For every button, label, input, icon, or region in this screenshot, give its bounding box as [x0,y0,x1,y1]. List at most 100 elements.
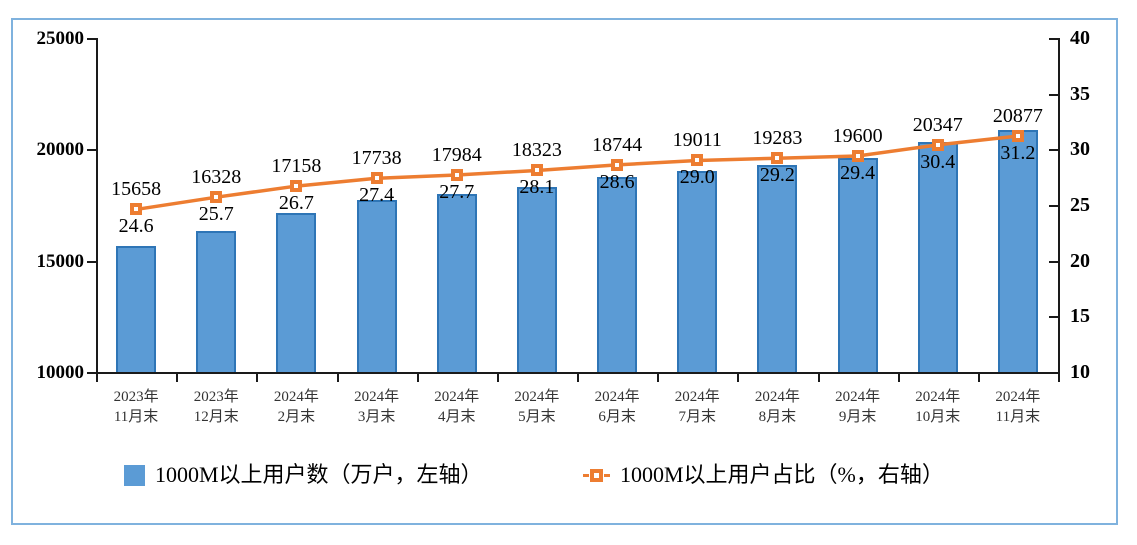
line-marker-point [290,180,303,193]
bar-value-label: 19600 [832,125,883,147]
x-axis-category-label: 2024年 [674,389,720,405]
bar [677,171,718,372]
bar [997,129,1038,372]
bar-value-label: 17984 [431,143,482,166]
x-axis-tick [737,372,740,382]
line-marker-inner [134,207,139,212]
left-axis-tick-label: 25000 [36,28,85,49]
right-axis-tick [1049,205,1058,207]
bar [516,186,557,372]
line-marker-inner [615,162,620,167]
legend-item-line-series: 1000M以上用户占比（%，右轴） [583,462,944,488]
x-axis-category-label: 2024年 [434,389,480,405]
line-marker-point [370,172,383,185]
bar-value-label: 19283 [752,127,803,150]
line-marker-inner [855,154,860,158]
x-axis-tick [977,372,980,382]
line-value-label: 30.4 [920,150,956,173]
x-axis-category-label: 4月末 [437,409,476,425]
x-axis-tick [496,372,499,382]
right-axis-tick-label: 10 [1070,361,1090,383]
line-marker-inner [935,142,940,147]
line-value-label: 29.0 [679,166,715,189]
x-axis-tick [897,372,900,382]
line-marker-point [530,164,543,177]
left-axis-tick [87,149,96,152]
line-marker-inner [1015,133,1020,138]
bar [757,165,798,372]
bar-value-label: 20347 [912,113,963,136]
bar-value-label: 16328 [191,166,242,189]
legend-item-bar-series: 1000M以上用户数（万户，左轴） [124,462,483,488]
bar [116,246,157,372]
bar-value-label: 17738 [351,147,402,170]
x-axis-category-label: 11月末 [113,409,159,425]
x-axis-category-label: 2024年 [754,389,800,405]
x-axis-category-label: 2024年 [835,389,881,405]
bar [276,212,317,372]
bar [597,177,638,372]
x-axis-category-label: 2024年 [514,389,560,405]
line-marker-point [210,191,223,204]
left-axis-tick [87,372,96,374]
line-marker-inner [294,184,299,189]
legend-line-square [590,468,603,482]
line-marker-point [130,203,143,216]
line-value-label: 28.1 [519,176,555,199]
right-axis-tick-label: 25 [1070,194,1090,216]
line-marker-inner [454,172,459,177]
line-value-label: 29.4 [840,162,876,184]
x-axis-category-label: 2024年 [273,389,319,405]
legend-line-dash [604,473,610,477]
line-marker-inner [775,156,780,161]
right-axis-tick [1049,38,1058,40]
left-axis-tick [87,260,96,263]
legend-line-square-inner [594,472,599,478]
x-axis-category-label: 8月末 [758,409,797,425]
x-axis-category-label: 5月末 [518,409,556,425]
line-value-label: 27.7 [439,180,475,203]
right-axis-tick [1049,372,1058,374]
legend-label-line-series: 1000M以上用户占比（%，右轴） [620,462,944,487]
line-marker-point [931,138,944,151]
line-marker-point [771,152,784,165]
line-value-label: 29.2 [759,164,795,187]
x-axis-tick [1058,372,1060,382]
x-axis-category-label: 2024年 [594,389,640,405]
x-axis-tick [817,372,820,382]
bar-value-label: 18744 [592,133,643,156]
x-axis-category-label: 11月末 [995,409,1041,425]
bar [436,194,477,372]
line-value-label: 25.7 [198,203,234,226]
left-axis-tick-label: 10000 [36,362,85,383]
line-marker-inner [214,195,219,200]
right-axis-line [1058,38,1060,374]
right-axis-tick-label: 35 [1070,82,1090,105]
x-axis-category-label: 2024年 [915,389,961,405]
x-axis-tick [657,372,660,382]
x-axis-tick [256,372,259,382]
right-axis-tick-label: 40 [1070,27,1090,49]
x-axis-category-label: 6月末 [598,409,636,425]
left-axis-tick-label: 15000 [36,250,85,272]
left-axis-tick [87,38,96,40]
x-axis-category-label: 2023年 [193,389,239,405]
bar-value-label: 18323 [511,139,562,162]
left-axis-tick-label: 20000 [36,139,85,161]
left-axis-line [96,38,98,374]
right-axis-tick [1049,93,1058,96]
legend-label-bar-series: 1000M以上用户数（万户，左轴） [155,462,483,487]
bar [196,231,237,372]
right-axis-tick [1049,149,1058,152]
line-marker-point [691,154,704,167]
right-axis-tick-label: 15 [1070,305,1090,328]
x-axis-tick [336,372,339,382]
line-marker-point [450,168,463,181]
line-value-label: 24.6 [118,215,154,238]
x-axis-category-label: 7月末 [678,409,716,425]
line-series-marker-icon [583,468,610,482]
bar [356,199,397,372]
